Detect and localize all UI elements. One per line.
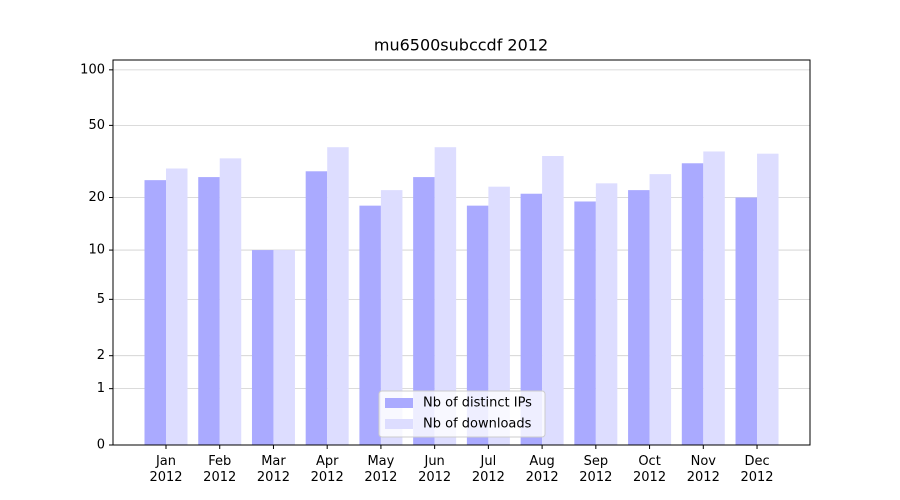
- bar: [166, 168, 188, 445]
- x-tick-label: Oct 2012: [633, 454, 666, 485]
- bar: [574, 201, 596, 445]
- bar: [681, 163, 704, 445]
- bar: [380, 190, 403, 445]
- bar: [542, 155, 564, 446]
- chart-title: mu6500subccdf 2012: [374, 36, 548, 55]
- bar: [520, 193, 543, 445]
- bar: [273, 250, 295, 445]
- x-tick-label: Jun 2012: [418, 454, 451, 485]
- x-tick-label: Jul 2012: [472, 454, 505, 485]
- legend-swatch: [385, 398, 413, 408]
- bar: [413, 177, 435, 445]
- y-tick-label: 5: [97, 292, 105, 307]
- bar: [434, 147, 457, 445]
- bar: [757, 153, 779, 446]
- bar: [144, 180, 166, 445]
- bar: [359, 205, 381, 445]
- x-tick-label: Nov 2012: [687, 454, 720, 485]
- bar: [466, 205, 489, 445]
- x-tick-label: Apr 2012: [311, 454, 344, 485]
- y-tick-label: 2: [97, 348, 105, 363]
- bar: [219, 158, 242, 445]
- x-tick-label: Sep 2012: [579, 454, 612, 485]
- bar: [327, 147, 349, 445]
- y-tick-label: 100: [80, 62, 105, 77]
- legend: Nb of distinct IPs Nb of downloads: [378, 390, 546, 438]
- y-tick-label: 1: [97, 381, 105, 396]
- y-tick-label: 20: [88, 190, 105, 205]
- bar: [595, 183, 618, 445]
- legend-label: Nb of distinct IPs: [423, 396, 532, 411]
- y-tick-label: 10: [88, 243, 105, 258]
- legend-swatch: [385, 419, 413, 429]
- x-tick-label: Feb 2012: [203, 454, 236, 485]
- bar: [735, 197, 758, 445]
- bar: [649, 174, 672, 445]
- plot-frame: [112, 59, 811, 446]
- y-tick-label: 0: [97, 438, 105, 453]
- bar: [628, 190, 650, 445]
- legend-label: Nb of downloads: [423, 417, 532, 432]
- bar: [198, 177, 220, 445]
- x-tick-label: Dec 2012: [740, 454, 773, 485]
- bar: [251, 250, 274, 445]
- bar: [305, 171, 328, 445]
- x-tick-label: Jan 2012: [149, 454, 182, 485]
- x-tick-label: Aug 2012: [526, 454, 559, 485]
- legend-box: [378, 390, 546, 438]
- bar: [703, 151, 725, 446]
- x-tick-label: Mar 2012: [257, 454, 290, 485]
- y-tick-label: 50: [88, 118, 105, 133]
- x-tick-label: May 2012: [364, 454, 397, 485]
- bar: [488, 186, 510, 446]
